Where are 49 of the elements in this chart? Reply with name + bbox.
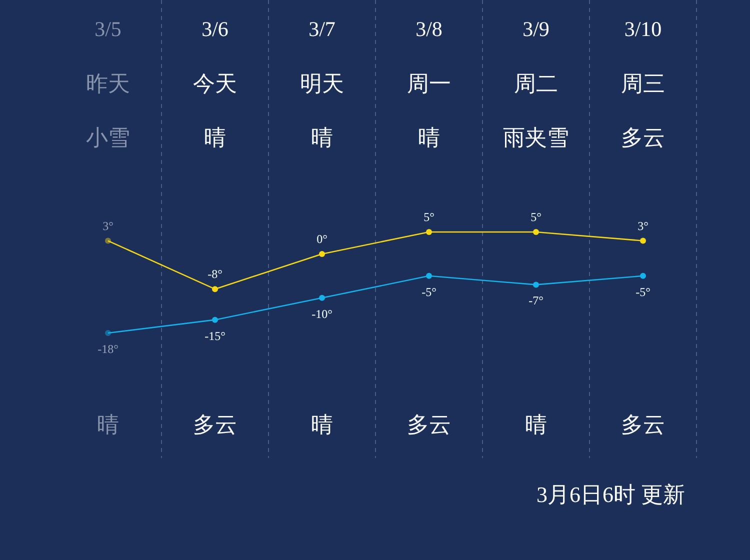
data-label: 5°	[530, 210, 542, 224]
text: 多云	[193, 412, 237, 437]
text: 晴	[525, 412, 547, 437]
data-label: 0°	[316, 232, 328, 246]
text: 晴	[418, 125, 440, 150]
point	[533, 229, 539, 235]
text: 多云	[621, 412, 665, 437]
point	[426, 229, 432, 235]
point	[426, 272, 432, 279]
point	[640, 238, 646, 244]
data-label: 3°	[638, 218, 649, 233]
data-label: -8°	[208, 267, 223, 282]
data-label: -7°	[528, 294, 544, 308]
text: 周二	[514, 71, 558, 96]
point	[319, 294, 325, 301]
point	[640, 272, 646, 279]
text: 明天	[300, 71, 344, 96]
data-label: 5°	[424, 210, 435, 224]
data-label: -5°	[422, 284, 437, 299]
data-label: -5°	[636, 284, 651, 299]
text: 多云	[621, 125, 665, 150]
x-tick-label: 3/5	[94, 17, 122, 41]
text: 雨夹雪	[503, 125, 569, 150]
point	[533, 282, 539, 288]
x-tick-label: 3/9	[522, 17, 550, 41]
x-tick-label: 3/7	[308, 17, 336, 41]
x-tick-label: 3/6	[202, 17, 228, 41]
text: 周三	[621, 71, 665, 96]
text: 周一	[407, 71, 451, 96]
point	[212, 316, 218, 323]
text: 晴	[204, 125, 226, 150]
text: 晴	[311, 412, 333, 437]
x-tick-label: 3/10	[624, 17, 662, 41]
text: 晴	[311, 125, 333, 150]
text: 小雪	[86, 125, 130, 150]
data-label: -15°	[204, 328, 226, 343]
data-label: -10°	[312, 306, 333, 321]
data-label: -18°	[98, 342, 119, 356]
data-label: 3°	[102, 218, 114, 233]
point	[105, 238, 111, 244]
text: 今天	[193, 71, 237, 96]
point	[105, 330, 111, 336]
point	[212, 286, 218, 292]
point	[319, 250, 325, 257]
text: 3月6日6时 更新	[536, 482, 685, 507]
x-tick-label: 3/8	[416, 17, 442, 41]
text: 晴	[97, 412, 119, 437]
text: 多云	[407, 412, 451, 437]
text: 昨天	[86, 71, 130, 96]
